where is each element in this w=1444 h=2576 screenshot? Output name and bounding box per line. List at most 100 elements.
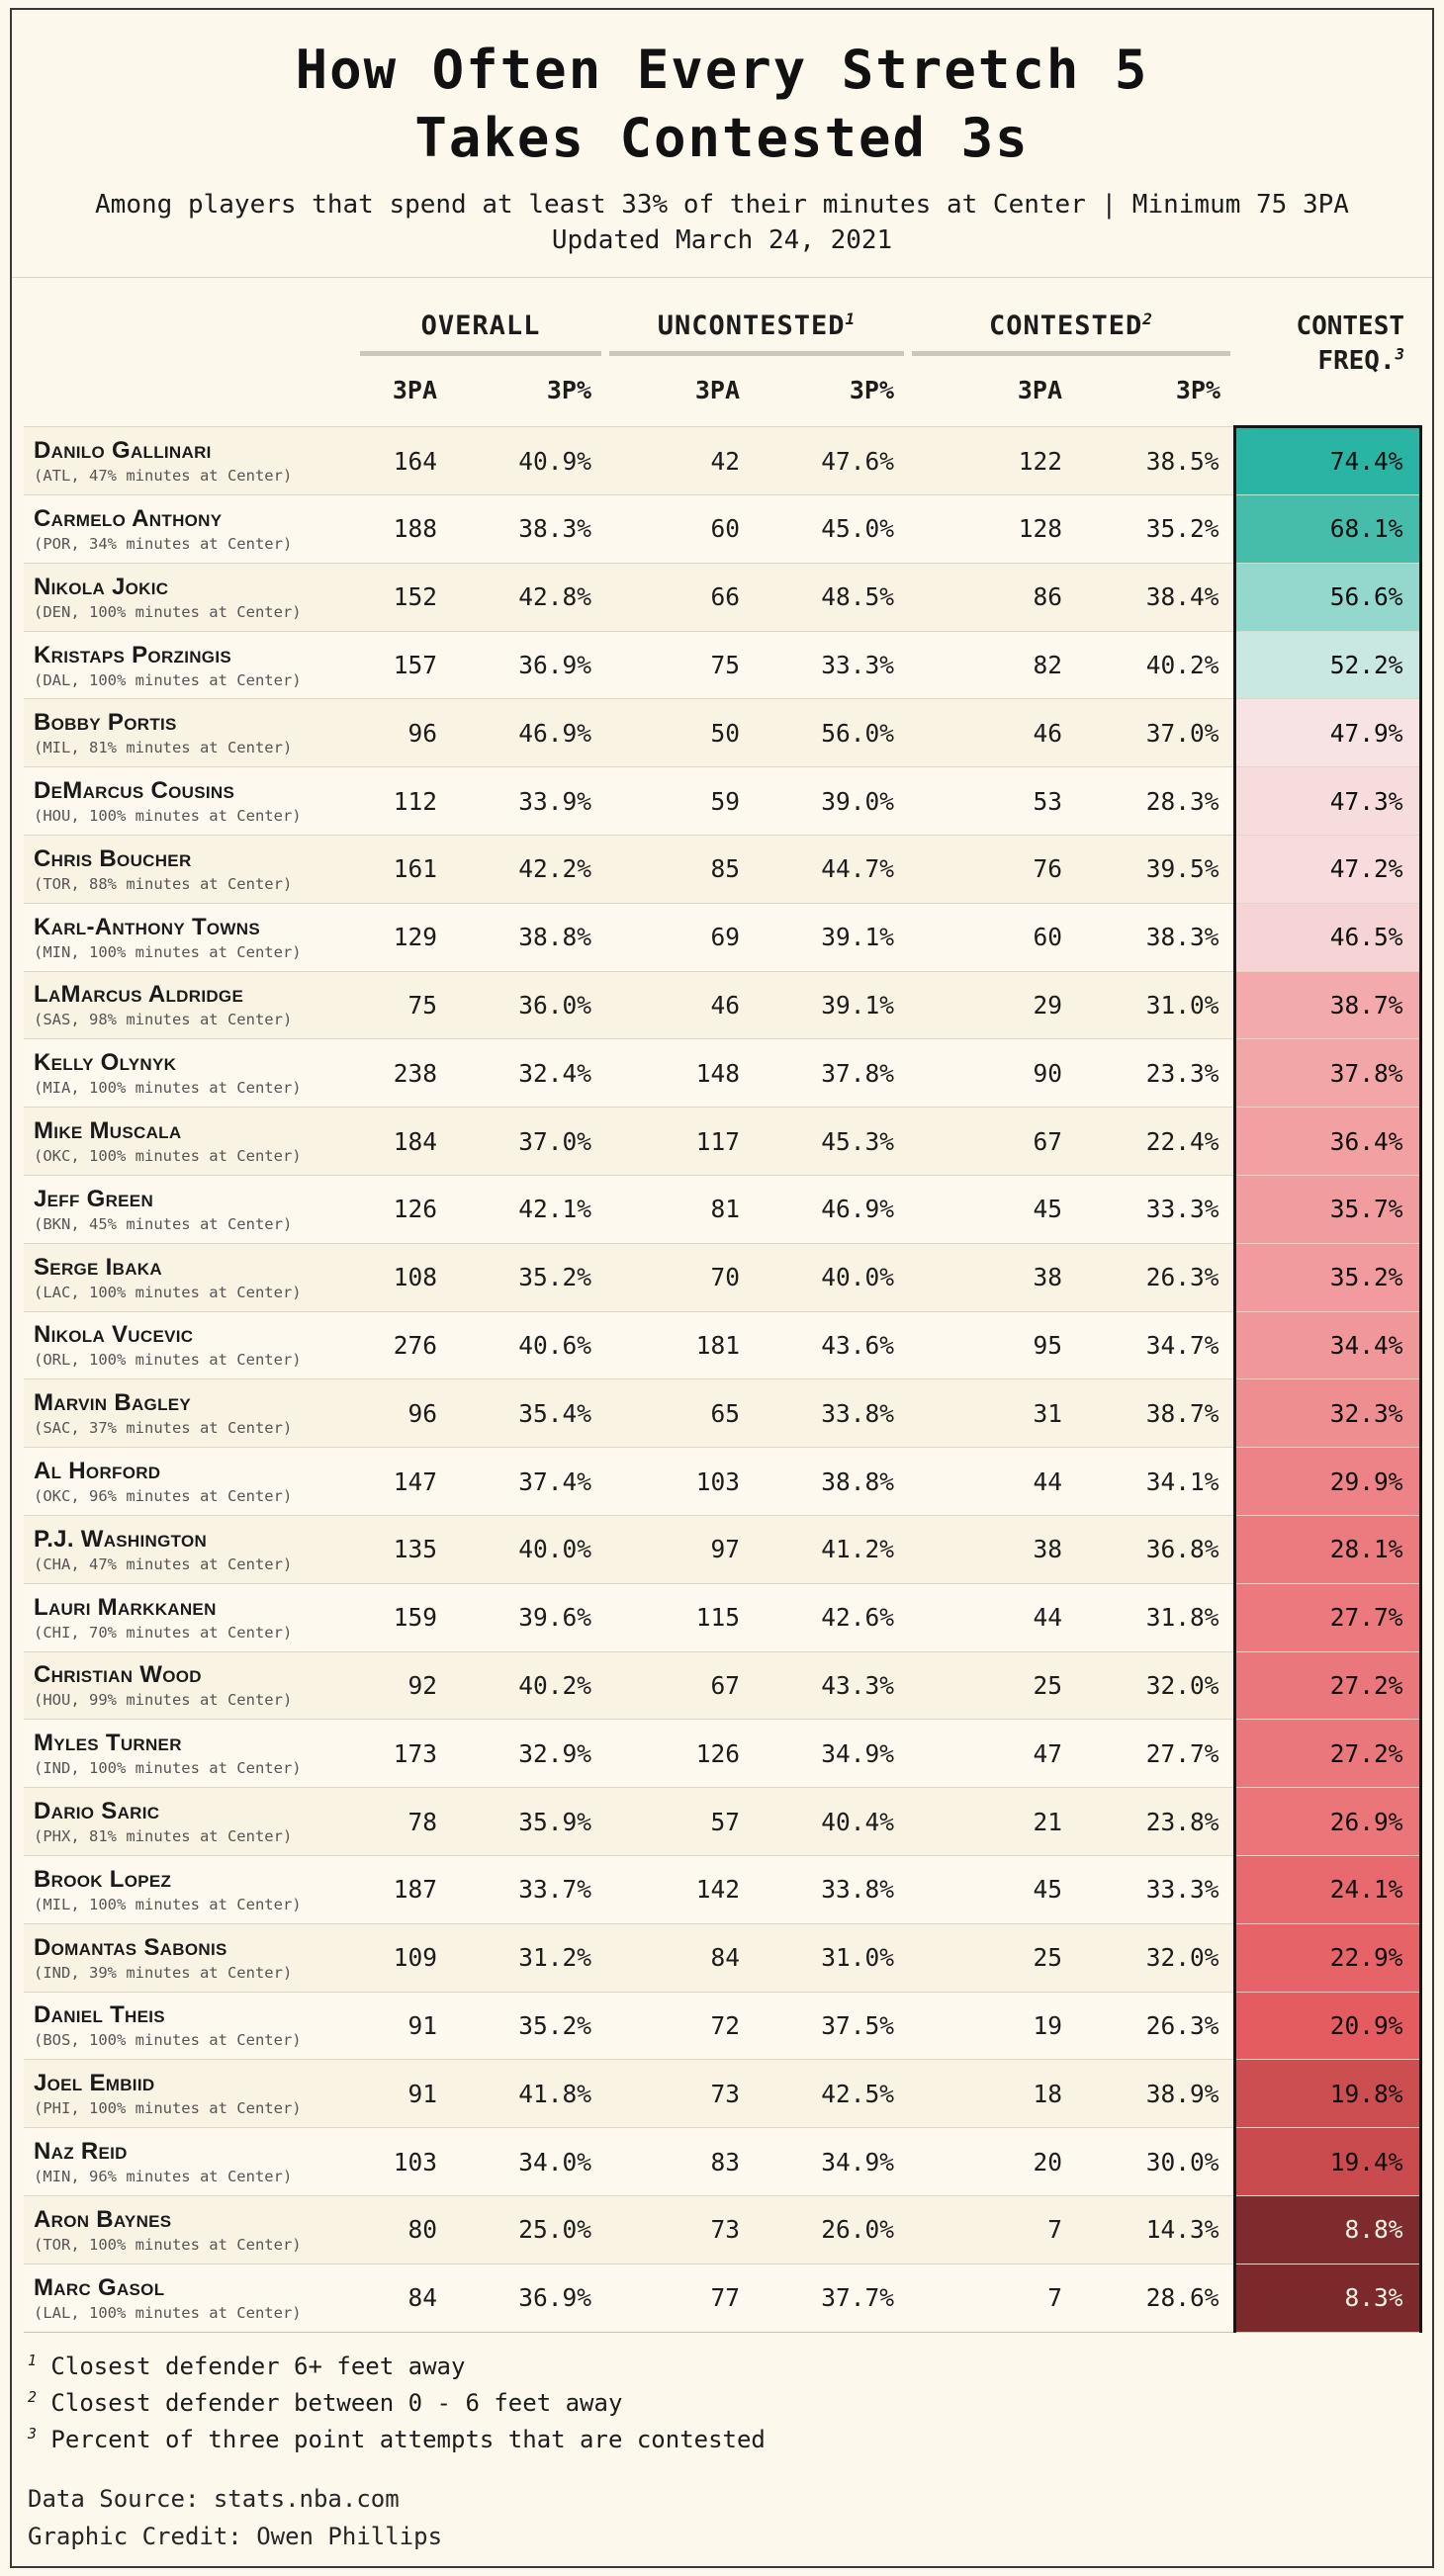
player-detail: (DAL, 100% minutes at Center) xyxy=(34,670,302,689)
player-detail: (IND, 100% minutes at Center) xyxy=(34,1759,302,1778)
table-row: Kelly Olynyk (MIA, 100% minutes at Cente… xyxy=(24,1038,1422,1108)
overall-3pa-value: 75 xyxy=(356,970,451,1039)
contest-freq-cell: 37.8% xyxy=(1232,1038,1422,1108)
overall-3pct-value: 40.2% xyxy=(451,1650,606,1720)
contested-3pa-value: 122 xyxy=(908,426,1077,495)
overall-3pct-value: 35.2% xyxy=(451,1242,606,1312)
contested-3pa-value: 29 xyxy=(908,970,1077,1039)
player-name: Dario Saric xyxy=(34,1798,160,1825)
uncontested-3pa-value: 46 xyxy=(605,970,755,1039)
uncontested-3pa-value: 73 xyxy=(605,2059,755,2128)
player-cell: Jeff Green (BKN, 45% minutes at Center) xyxy=(24,1174,356,1244)
overall-3pa-value: 184 xyxy=(356,1107,451,1176)
uncontested-3pa-value: 70 xyxy=(605,1242,755,1312)
table-row: Mike Muscala (OKC, 100% minutes at Cente… xyxy=(24,1107,1422,1176)
player-cell: Nikola Jokic (DEN, 100% minutes at Cente… xyxy=(24,562,356,632)
player-name: Joel Embiid xyxy=(34,2070,155,2097)
player-detail: (SAS, 98% minutes at Center) xyxy=(34,1011,293,1029)
table-row: Al Horford (OKC, 96% minutes at Center) … xyxy=(24,1447,1422,1516)
player-detail: (HOU, 100% minutes at Center) xyxy=(34,807,302,826)
overall-3pct-value: 40.0% xyxy=(451,1514,606,1584)
overall-3pa-value: 238 xyxy=(356,1038,451,1108)
overall-3pa-value: 126 xyxy=(356,1174,451,1244)
contested-3pct-value: 38.3% xyxy=(1076,902,1235,972)
contested-3pct-value: 34.1% xyxy=(1076,1447,1235,1516)
uncontested-3pct-value: 43.6% xyxy=(754,1310,909,1379)
contest-freq-cell: 34.4% xyxy=(1232,1310,1422,1379)
contest-freq-cell: 35.2% xyxy=(1232,1242,1422,1312)
player-detail: (DEN, 100% minutes at Center) xyxy=(34,602,302,621)
overall-3pct-value: 39.6% xyxy=(451,1582,606,1652)
contest-freq-cell: 19.4% xyxy=(1232,2127,1422,2196)
uncontested-3pa-value: 65 xyxy=(605,1378,755,1448)
player-cell: Myles Turner (IND, 100% minutes at Cente… xyxy=(24,1719,356,1788)
overall-3pa-value: 135 xyxy=(356,1514,451,1584)
contested-3pa-value: 19 xyxy=(908,1991,1077,2060)
contested-3pa-value: 47 xyxy=(908,1719,1077,1788)
contested-3pa-value: 82 xyxy=(908,630,1077,699)
uncontested-3pct-value: 48.5% xyxy=(754,562,909,632)
uncontested-3pa-value: 83 xyxy=(605,2127,755,2196)
contested-3pct-value: 26.3% xyxy=(1076,1242,1235,1312)
contested-3pa-value: 76 xyxy=(908,835,1077,904)
uncontested-3pa-value: 97 xyxy=(605,1514,755,1584)
uncontested-3pa-value: 84 xyxy=(605,1922,755,1993)
table-row: Domantas Sabonis (IND, 39% minutes at Ce… xyxy=(24,1922,1422,1993)
overall-3pa-value: 152 xyxy=(356,562,451,632)
table-row: Carmelo Anthony (POR, 34% minutes at Cen… xyxy=(24,494,1422,564)
overall-3pct-value: 31.2% xyxy=(451,1922,606,1993)
player-detail: (MIA, 100% minutes at Center) xyxy=(34,1079,302,1098)
uncontested-3pct-value: 33.8% xyxy=(754,1854,909,1924)
uncontested-3pct-value: 39.0% xyxy=(754,766,909,836)
page-title: How Often Every Stretch 5 Takes Conteste… xyxy=(24,10,1420,172)
contest-freq-cell: 47.9% xyxy=(1232,698,1422,767)
table-row: Karl-Anthony Towns (MIN, 100% minutes at… xyxy=(24,902,1422,972)
col-contested-3pa: 3PA xyxy=(1017,376,1063,405)
player-detail: (MIL, 81% minutes at Center) xyxy=(34,739,293,757)
overall-3pct-value: 36.9% xyxy=(451,2263,606,2333)
overall-3pct-value: 42.2% xyxy=(451,835,606,904)
player-name: Aron Baynes xyxy=(34,2205,172,2233)
player-detail: (OKC, 96% minutes at Center) xyxy=(34,1487,293,1506)
uncontested-3pct-value: 34.9% xyxy=(754,1719,909,1788)
uncontested-3pct-value: 44.7% xyxy=(754,835,909,904)
contest-freq-cell: 24.1% xyxy=(1232,1854,1422,1924)
player-name: Al Horford xyxy=(34,1458,161,1485)
player-name: Mike Muscala xyxy=(34,1117,182,1145)
player-detail: (BOS, 100% minutes at Center) xyxy=(34,2031,302,2050)
contest-freq-cell: 27.2% xyxy=(1232,1719,1422,1788)
table-row: LaMarcus Aldridge (SAS, 98% minutes at C… xyxy=(24,970,1422,1039)
table-row: Kristaps Porzingis (DAL, 100% minutes at… xyxy=(24,630,1422,699)
uncontested-3pct-value: 42.5% xyxy=(754,2059,909,2128)
player-cell: Dario Saric (PHX, 81% minutes at Center) xyxy=(24,1787,356,1856)
overall-3pa-value: 173 xyxy=(356,1719,451,1788)
uncontested-3pa-value: 72 xyxy=(605,1991,755,2060)
table-row: Bobby Portis (MIL, 81% minutes at Center… xyxy=(24,698,1422,767)
contest-freq-cell: 27.7% xyxy=(1232,1582,1422,1652)
contested-3pct-value: 27.7% xyxy=(1076,1719,1235,1788)
player-name: DeMarcus Cousins xyxy=(34,777,235,805)
uncontested-3pct-value: 37.8% xyxy=(754,1038,909,1108)
uncontested-3pct-value: 42.6% xyxy=(754,1582,909,1652)
player-cell: Kelly Olynyk (MIA, 100% minutes at Cente… xyxy=(24,1038,356,1108)
overall-3pct-value: 34.0% xyxy=(451,2127,606,2196)
player-cell: Christian Wood (HOU, 99% minutes at Cent… xyxy=(24,1650,356,1720)
player-name: Myles Turner xyxy=(34,1730,182,1757)
overall-3pa-value: 84 xyxy=(356,2263,451,2333)
overall-3pa-value: 164 xyxy=(356,426,451,495)
contest-freq-cell: 47.3% xyxy=(1232,766,1422,836)
uncontested-3pct-value: 37.7% xyxy=(754,2263,909,2333)
contested-3pa-value: 38 xyxy=(908,1242,1077,1312)
player-detail: (OKC, 100% minutes at Center) xyxy=(34,1147,302,1166)
player-cell: P.J. Washington (CHA, 47% minutes at Cen… xyxy=(24,1514,356,1584)
contest-freq-cell: 32.3% xyxy=(1232,1378,1422,1448)
uncontested-3pct-value: 40.4% xyxy=(754,1787,909,1856)
uncontested-3pa-value: 115 xyxy=(605,1582,755,1652)
player-cell: Kristaps Porzingis (DAL, 100% minutes at… xyxy=(24,630,356,699)
contested-3pct-value: 40.2% xyxy=(1076,630,1235,699)
contested-3pct-value: 23.3% xyxy=(1076,1038,1235,1108)
uncontested-3pct-value: 40.0% xyxy=(754,1242,909,1312)
contested-3pct-value: 35.2% xyxy=(1076,494,1235,564)
contested-3pct-value: 28.3% xyxy=(1076,766,1235,836)
uncontested-3pa-value: 66 xyxy=(605,562,755,632)
